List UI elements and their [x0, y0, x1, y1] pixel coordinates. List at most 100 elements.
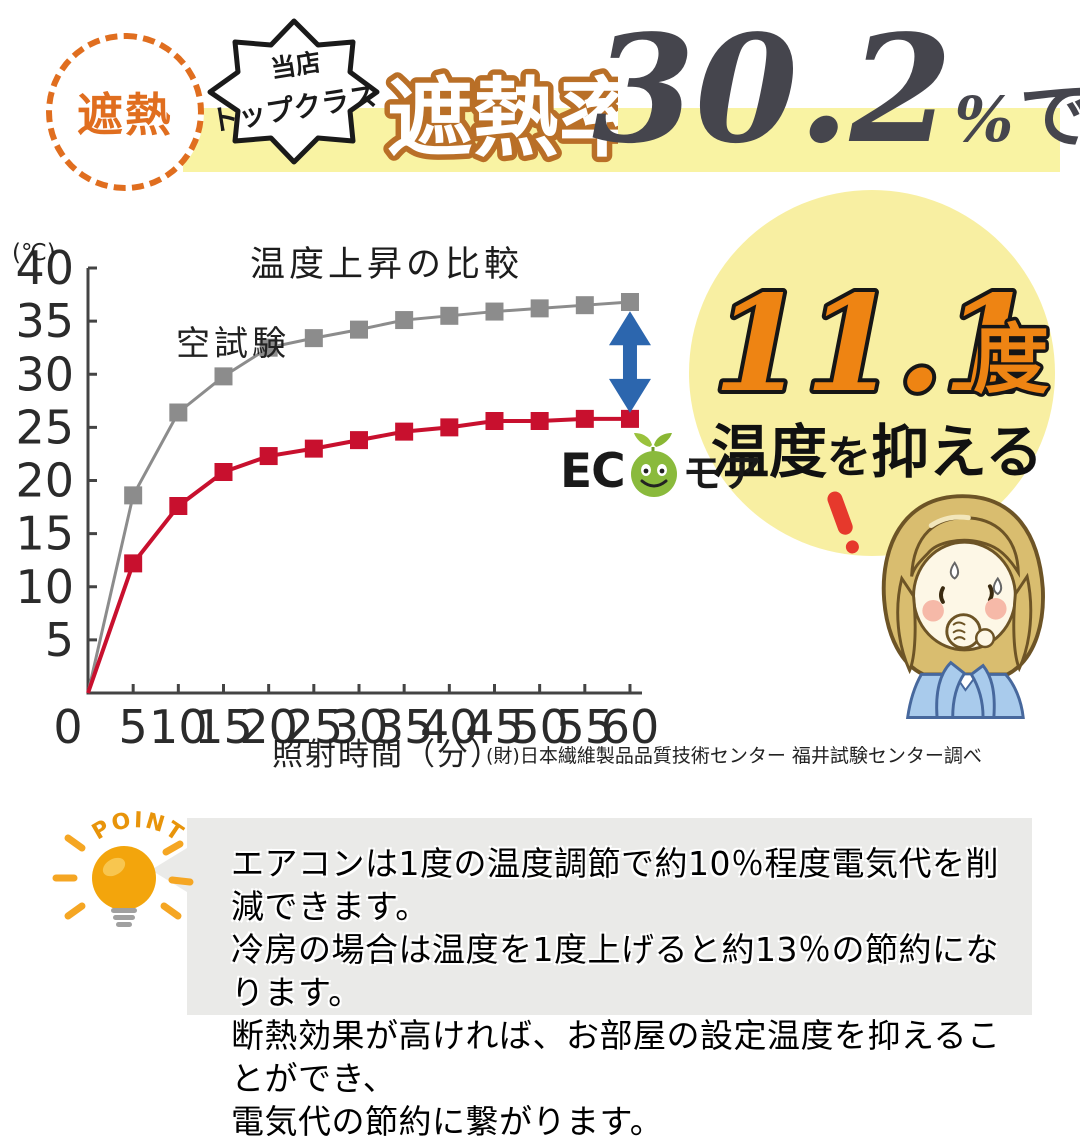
- point-text: エアコンは1度の温度調節で約10％程度電気代を削減できます。 冷房の場合は温度を…: [187, 818, 1032, 1143]
- eye-right: [987, 584, 994, 602]
- y-axis-unit-label: (℃): [12, 240, 56, 266]
- hair-lock-left: [896, 574, 917, 675]
- eco-logo-prefix: EC: [560, 443, 626, 499]
- rate-unit: %: [954, 83, 1014, 156]
- x-tick-label: 15: [194, 700, 253, 754]
- arm-right: [969, 663, 996, 719]
- y-tick-label: 40: [15, 241, 74, 295]
- series-marker: [395, 422, 414, 441]
- worried-woman-illustration: [881, 494, 1045, 719]
- series-marker: [575, 409, 594, 428]
- hand-right: [974, 628, 996, 649]
- heat-shield-badge-label: 遮熱: [77, 88, 173, 142]
- series-marker: [259, 338, 278, 357]
- series-marker: [304, 329, 323, 348]
- series-marker: [304, 439, 323, 458]
- x-tick-label: 45: [465, 700, 524, 754]
- series-marker: [214, 463, 233, 481]
- x-axis-label: 照射時間（分）: [272, 737, 503, 773]
- point-line-3: 断熱効果が高ければ、お部屋の設定温度を抑えることができ、: [231, 1016, 1001, 1098]
- rate-value: 30.2: [592, 2, 953, 176]
- rate-suffix: で: [1019, 74, 1080, 158]
- y-tick-label: 5: [45, 613, 74, 667]
- x-tick-label: 30: [330, 700, 389, 754]
- x-tick-label: 40: [420, 700, 479, 754]
- x-tick-label: 60: [601, 700, 660, 754]
- top-class-burst-badge: 当店 トップクラス: [207, 18, 380, 165]
- eco-sprout-face-icon: [630, 433, 677, 497]
- series-line-ecomoa: [86, 416, 630, 694]
- series-marker: [124, 554, 143, 573]
- highlight-circle-text: 11.1 度 温度を抑える: [709, 263, 1053, 486]
- y-tick-label: 15: [15, 507, 74, 561]
- highlight-circle: 11.1 度 温度を抑える: [689, 190, 1055, 556]
- series-marker: [530, 412, 549, 430]
- series-marker: [259, 447, 278, 466]
- point-line-4: 電気代の節約に繋がります。: [231, 1102, 664, 1141]
- bulb-rays: [52, 834, 194, 920]
- caption-seg1: 温度: [711, 418, 827, 486]
- outlined-title-graphic: 遮熱率: [383, 64, 618, 175]
- caption-seg2: を: [827, 432, 871, 483]
- point-lightbulb-icon: POINT: [52, 808, 194, 927]
- bulb-glass: [92, 846, 156, 910]
- point-line-1: エアコンは1度の温度調節で約10％程度電気代を削減できます。: [231, 844, 999, 926]
- caption-seg3: 抑える: [871, 418, 1043, 486]
- y-tick-label: 35: [15, 294, 74, 348]
- x-tick-label: 10: [149, 700, 208, 754]
- sweat-drop-right: [992, 576, 1003, 596]
- bulb-base-2: [113, 915, 135, 920]
- highlight-value: 11.1: [713, 267, 1035, 422]
- origin-label: 0: [53, 700, 82, 754]
- x-tick-label: 35: [375, 700, 434, 754]
- blush-right: [985, 598, 1007, 620]
- x-tick-label: 55: [556, 700, 615, 754]
- x-tick-label: 5: [119, 700, 148, 754]
- point-label: POINT: [88, 808, 189, 847]
- series-label-kuushiken: 空試験: [176, 324, 290, 364]
- difference-arrow: [608, 311, 651, 413]
- y-tick-label: 20: [15, 454, 74, 508]
- bulb-base-1: [111, 908, 137, 913]
- x-tick-label: 25: [285, 700, 344, 754]
- sweat-drop-left: [949, 561, 960, 580]
- data-source-note: (財)日本繊維製品品質技術センター 福井試験センター調べ: [486, 745, 982, 767]
- eco-logo-suffix: モア: [682, 452, 763, 497]
- highlight-unit: 度: [973, 315, 1049, 404]
- series-marker: [349, 431, 368, 450]
- point-line-2: 冷房の場合は温度を1度上げると約13％の節約になります。: [231, 930, 999, 1012]
- series-marker: [169, 497, 188, 515]
- hand-fingers: [952, 621, 966, 641]
- series-marker: [620, 293, 639, 311]
- outlined-title-text: 遮熱率: [387, 69, 618, 169]
- series-marker: [440, 306, 459, 325]
- eco-moa-series-logo: EC モア: [560, 433, 763, 499]
- series-line-kuushiken: [86, 300, 631, 694]
- series-marker: [214, 367, 233, 386]
- blush-left: [922, 599, 944, 622]
- highlight-caption: 温度を抑える: [711, 418, 1043, 486]
- heat-shield-badge: 遮熱: [46, 33, 204, 191]
- series-marker: [530, 299, 549, 318]
- series-marker: [440, 418, 459, 437]
- series-marker: [124, 486, 143, 505]
- series-marker: [169, 403, 188, 422]
- burst-shape: [207, 18, 380, 165]
- series-marker: [485, 302, 504, 321]
- series-marker: [485, 412, 504, 430]
- chart-title: 温度上昇の比較: [250, 245, 524, 285]
- eye-left: [939, 586, 945, 604]
- shield-rate: 30.2 % で: [592, 8, 1080, 171]
- point-speech-bubble: エアコンは1度の温度調節で約10％程度電気代を削減できます。 冷房の場合は温度を…: [151, 818, 1032, 1141]
- y-tick-label: 25: [15, 400, 74, 454]
- arm-left: [935, 660, 967, 719]
- x-tick-label: 50: [510, 700, 569, 754]
- y-tick-label: 10: [15, 560, 74, 614]
- series-marker: [620, 409, 639, 428]
- hair-highlight: [928, 514, 971, 529]
- x-tick-label: 20: [239, 700, 298, 754]
- hair-lock-right: [1012, 572, 1033, 673]
- series-marker: [349, 320, 368, 339]
- bulb-base-3: [116, 922, 132, 927]
